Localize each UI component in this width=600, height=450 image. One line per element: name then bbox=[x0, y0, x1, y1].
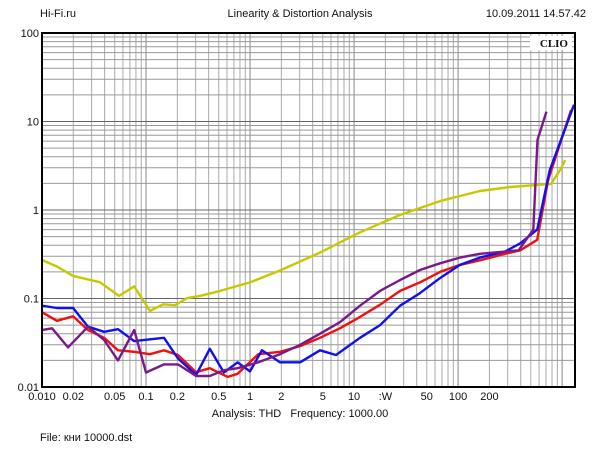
x-tick-label: :W bbox=[379, 391, 393, 403]
x-tick-label: 0.1 bbox=[138, 391, 153, 403]
series-lines bbox=[41, 104, 576, 379]
x-tick-label: 200 bbox=[480, 391, 498, 403]
file-name: File: кни 10000.dst bbox=[40, 432, 133, 444]
x-tick-label: 2 bbox=[278, 391, 284, 403]
brand-bg bbox=[530, 36, 572, 50]
y-tick-label: 10 bbox=[27, 117, 39, 129]
x-tick-label: 5 bbox=[320, 391, 326, 403]
series-yellow-line bbox=[41, 159, 567, 313]
x-tick-label: 50 bbox=[421, 391, 433, 403]
y-tick-label: 0.1 bbox=[24, 294, 39, 306]
x-tick-label: 0.010 bbox=[28, 391, 56, 403]
timestamp: 10.09.2011 14.57.42 bbox=[485, 8, 586, 20]
x-tick-label: 10 bbox=[348, 391, 360, 403]
analysis-info: Analysis: THD Frequency: 1000.00 bbox=[211, 408, 389, 420]
x-tick-label: 0.2 bbox=[170, 391, 185, 403]
y-tick-labels: 100 10 1 0.1 0.01 bbox=[18, 28, 39, 394]
x-tick-label: 0.05 bbox=[104, 391, 125, 403]
y-tick-label: 1 bbox=[33, 205, 39, 217]
x-tick-labels: 0.010 0.02 0.05 0.1 0.2 0.5 1 2 5 10 :W 50 100 200 bbox=[28, 391, 498, 403]
series-blue-line bbox=[41, 104, 576, 377]
y-tick-label: 0.01 bbox=[18, 382, 39, 394]
y-tick-label: 100 bbox=[21, 28, 39, 40]
clio-brand: CLIO bbox=[540, 38, 569, 50]
plot-frame bbox=[41, 32, 576, 388]
grid bbox=[42, 33, 575, 387]
x-tick-label: 1 bbox=[247, 391, 253, 403]
series-red-line bbox=[41, 109, 573, 379]
x-tick-label: 0.5 bbox=[211, 391, 226, 403]
series-purple-line bbox=[41, 111, 548, 378]
x-tick-label: 0.02 bbox=[63, 391, 84, 403]
site-label: Hi-Fi.ru bbox=[40, 8, 77, 20]
x-tick-label: 100 bbox=[449, 391, 467, 403]
